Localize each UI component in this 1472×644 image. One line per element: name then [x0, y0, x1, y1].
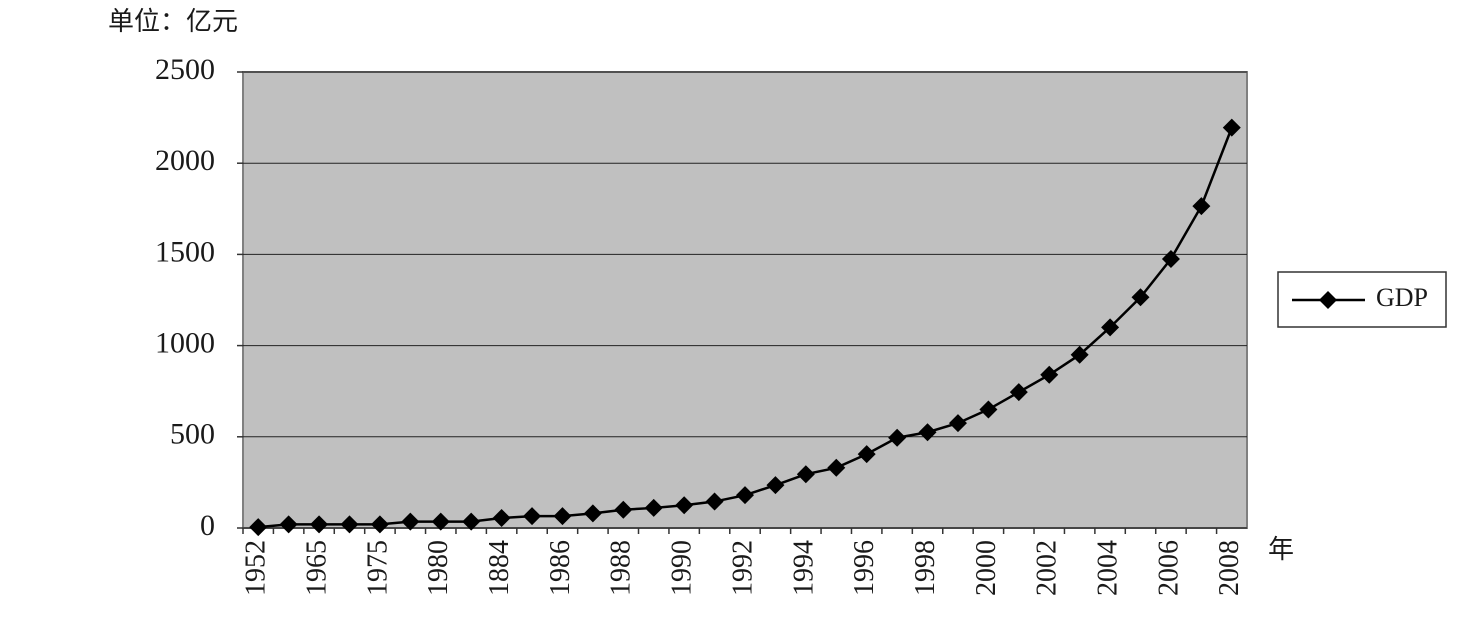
- y-tick-label: 2500: [155, 53, 215, 86]
- x-tick-label: 1994: [788, 540, 819, 596]
- y-unit-label: 单位：亿元: [108, 7, 238, 36]
- x-tick-label: 1998: [910, 540, 941, 596]
- data-point: [1131, 288, 1150, 307]
- legend-marker: [1319, 291, 1337, 309]
- x-tick-label: 2006: [1153, 540, 1184, 596]
- data-point: [249, 518, 268, 537]
- data-point: [614, 500, 633, 519]
- data-point: [827, 458, 846, 477]
- y-tick-label: 500: [170, 418, 215, 451]
- x-tick-label: 2002: [1032, 540, 1063, 596]
- data-point: [948, 414, 967, 433]
- x-tick-label: 2000: [971, 540, 1002, 596]
- legend-label: GDP: [1376, 283, 1428, 312]
- y-tick-label: 0: [200, 509, 215, 542]
- x-axis-label: 年: [1268, 535, 1294, 564]
- data-point: [310, 515, 329, 534]
- y-tick-label: 1000: [155, 326, 215, 359]
- data-point: [1101, 318, 1120, 337]
- data-point: [553, 507, 572, 526]
- data-point: [1161, 249, 1180, 268]
- x-tick-label: 1996: [849, 540, 880, 596]
- x-tick-label: 1988: [606, 540, 637, 596]
- data-point: [340, 515, 359, 534]
- x-tick-label: 1952: [241, 540, 272, 596]
- x-tick-label: 1980: [423, 540, 454, 596]
- data-point: [1070, 345, 1089, 364]
- x-tick-label: 1992: [727, 540, 758, 596]
- plot-area: [242, 71, 1248, 529]
- data-point: [492, 508, 511, 527]
- x-tick-label: 2008: [1214, 540, 1245, 596]
- x-tick-label: 2004: [1093, 540, 1124, 596]
- data-point: [675, 496, 694, 515]
- data-point: [1222, 118, 1241, 137]
- data-point: [888, 428, 907, 447]
- x-tick-label: 1884: [484, 540, 515, 596]
- data-point: [857, 445, 876, 464]
- data-point: [1009, 383, 1028, 402]
- data-point: [796, 465, 815, 484]
- data-point: [766, 476, 785, 495]
- data-point: [1192, 197, 1211, 216]
- x-tick-label: 1986: [545, 540, 576, 596]
- y-tick-label: 1500: [155, 235, 215, 268]
- data-point: [644, 498, 663, 517]
- x-tick-label: 1975: [362, 540, 393, 596]
- data-point: [705, 492, 724, 511]
- x-tick-label: 1965: [301, 540, 332, 596]
- data-point: [736, 486, 754, 505]
- data-point: [370, 515, 389, 534]
- data-point: [279, 515, 298, 534]
- data-point: [918, 423, 937, 442]
- data-point: [1040, 365, 1059, 384]
- data-point: [523, 507, 542, 526]
- y-tick-label: 2000: [155, 144, 215, 177]
- data-point: [431, 512, 450, 531]
- data-point: [979, 400, 998, 419]
- data-point: [462, 512, 481, 531]
- data-point: [401, 512, 420, 531]
- data-point: [583, 504, 602, 523]
- x-tick-label: 1990: [667, 540, 698, 596]
